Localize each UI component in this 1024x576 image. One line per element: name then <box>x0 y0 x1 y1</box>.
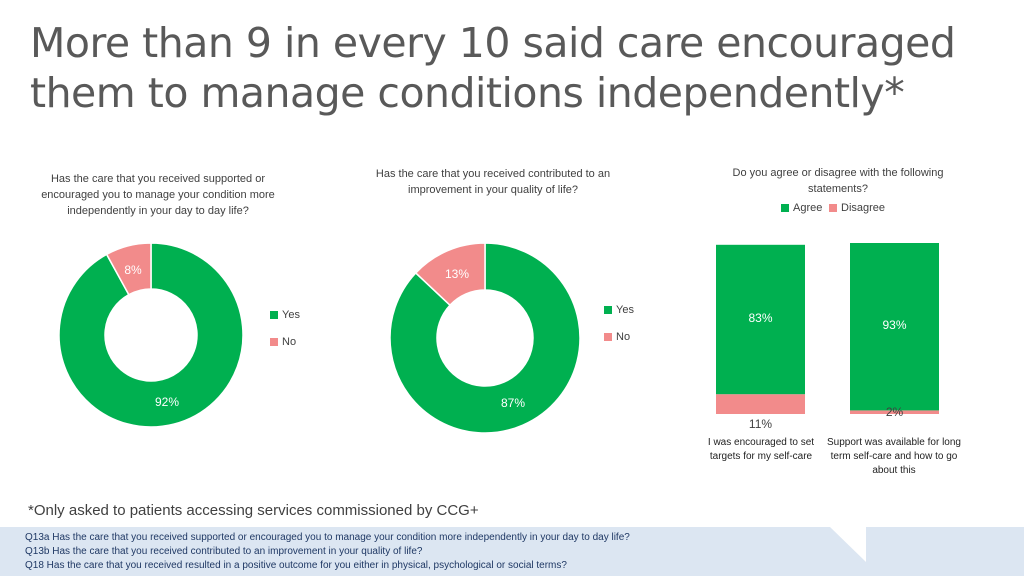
chart3-legend-agree-swatch <box>781 204 789 212</box>
chart3-question: Do you agree or disagree with the follow… <box>732 167 944 195</box>
chart1-legend-yes-label: Yes <box>282 309 300 321</box>
bar2-disagree <box>850 410 939 414</box>
bar1-agree-label: 83% <box>748 311 772 325</box>
donut1-slice-no <box>105 242 152 296</box>
chart1-legend-yes-swatch <box>270 311 278 319</box>
question-line-q18: Q18 Has the care that you received resul… <box>25 560 567 571</box>
bar1-disagree-label: 11% <box>749 417 772 431</box>
chart2-legend-no-swatch <box>604 333 612 341</box>
charts-canvas: 92% 8% 87% 13% 83% 11% 93% 2% <box>58 242 939 434</box>
bar-category-label-2: Support was available for long term self… <box>827 437 961 476</box>
chart1-legend-yes: Yes <box>270 309 300 321</box>
chart3-legend-disagree-label: Disagree <box>841 202 886 214</box>
chart3-legend-agree: Agree <box>781 202 822 214</box>
bar-category-label-1: I was encouraged to set targets for my s… <box>707 437 815 462</box>
chart2-legend-yes-label: Yes <box>616 304 634 316</box>
bar1-agree <box>716 244 805 395</box>
chart2-legend-yes: Yes <box>604 304 634 316</box>
donut1-label-no: 8% <box>124 263 142 277</box>
bar2-agree-label: 93% <box>882 318 906 332</box>
chart2-legend-no-label: No <box>616 331 631 343</box>
donut1-slice-yes <box>58 242 244 428</box>
donut2-slice-yes <box>389 242 581 434</box>
chart3-legend-disagree: Disagree <box>829 202 885 214</box>
question-line-q13b: Q13b Has the care that you received cont… <box>25 546 423 557</box>
chart1-legend-no-label: No <box>282 336 297 348</box>
page-title: More than 9 in every 10 said care encour… <box>30 19 956 117</box>
footnote: *Only asked to patients accessing servic… <box>28 502 479 519</box>
bar2-disagree-label: 2% <box>886 405 904 419</box>
bar1-disagree <box>716 394 805 414</box>
donut1-label-yes: 92% <box>155 395 179 409</box>
donut2-label-yes: 87% <box>501 396 525 410</box>
bar2-agree <box>850 243 939 411</box>
chart1-question: Has the care that you received supported… <box>41 173 275 217</box>
chart2-question: Has the care that you received contribut… <box>375 168 611 196</box>
chart2-legend-yes-swatch <box>604 306 612 314</box>
chart2-legend-no: No <box>604 331 630 343</box>
question-box: Q13a Has the care that you received supp… <box>0 527 1024 576</box>
chart1-legend-no-swatch <box>270 338 278 346</box>
chart1-legend-no: No <box>270 336 296 348</box>
donut2-label-no: 13% <box>445 267 469 281</box>
question-box-notch <box>830 527 866 562</box>
chart3-legend-agree-label: Agree <box>793 202 823 214</box>
question-line-q13a: Q13a Has the care that you received supp… <box>25 532 630 543</box>
donut2-slice-no <box>414 242 486 307</box>
chart3-legend-disagree-swatch <box>829 204 837 212</box>
